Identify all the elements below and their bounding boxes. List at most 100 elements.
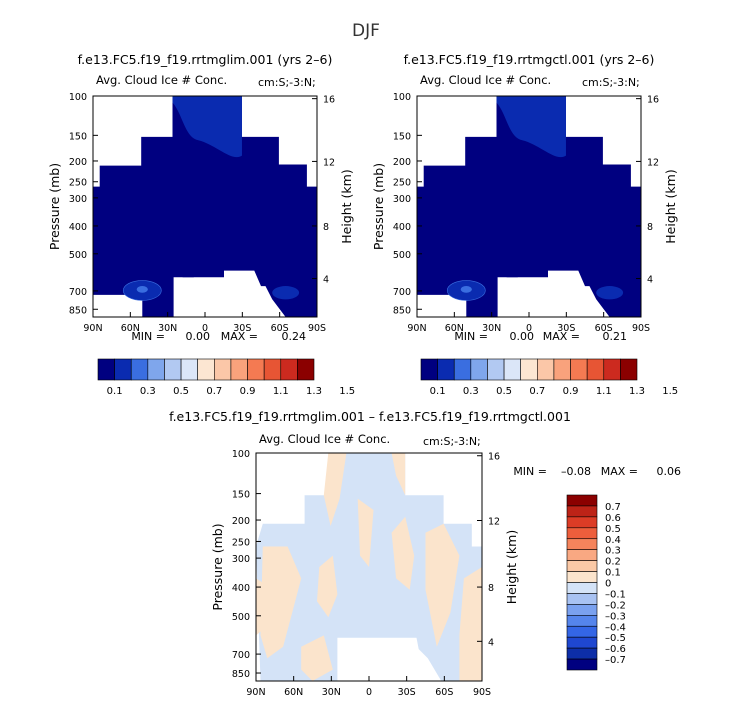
colorbar-label: –0.7 <box>605 655 626 666</box>
colorbar-swatch <box>570 358 588 381</box>
colorbar-label: 1.5 <box>339 386 355 397</box>
chart-panel: f.e13.FC5.f19_f19.rrtmglim.001 – f.e13.F… <box>169 409 681 698</box>
y2-tick-label: 4 <box>488 637 494 648</box>
colorbar-label: –0.3 <box>605 611 626 622</box>
colorbar-label: –0.1 <box>605 589 626 600</box>
colorbar-label: 0.1 <box>430 386 446 397</box>
x-tick-label: 0 <box>526 323 532 334</box>
difference-field-positive <box>301 635 333 681</box>
colorbar-swatch <box>566 505 598 518</box>
colorbar-swatch <box>263 358 282 381</box>
y2-tick-label: 8 <box>488 583 494 594</box>
difference-field-positive <box>357 498 374 567</box>
colorbar-label: 0.3 <box>463 386 479 397</box>
ice-high-region <box>136 286 148 293</box>
ice-high-region <box>460 286 472 293</box>
y2-tick-label: 4 <box>323 275 329 286</box>
y-tick-label: 500 <box>393 250 411 261</box>
colorbar-swatch <box>566 582 598 594</box>
colorbar-swatch <box>620 358 638 381</box>
ice-concentration-field <box>506 266 518 278</box>
max-label: MAX = <box>543 330 580 343</box>
x-tick-label: 90S <box>473 687 491 698</box>
x-tick-label: 30N <box>322 687 341 698</box>
difference-field-positive <box>391 453 406 496</box>
ice-high-region <box>596 286 624 300</box>
colorbar-label: –0.2 <box>605 600 626 611</box>
y2-axis-label: Height (km) <box>504 530 519 604</box>
x-tick-label: 60S <box>435 687 453 698</box>
colorbar: 0.1 0.3 0.5 0.7 0.9 1.1 1.3 1.5 <box>420 358 678 397</box>
y-tick-label: 100 <box>232 449 250 460</box>
chart-panel: f.e13.FC5.f19_f19.rrtmglim.001 (yrs 2–6)… <box>47 52 355 397</box>
chart-panel: f.e13.FC5.f19_f19.rrtmgctl.001 (yrs 2–6)… <box>371 52 678 397</box>
y-axis-label: Pressure (mb) <box>47 163 62 250</box>
y-tick-label: 300 <box>232 554 250 565</box>
max-label: MAX = <box>601 465 638 478</box>
colorbar-label: 1.3 <box>306 386 322 397</box>
colorbar-swatch <box>503 358 521 381</box>
chart-title: f.e13.FC5.f19_f19.rrtmglim.001 – f.e13.F… <box>169 409 571 424</box>
colorbar-swatch <box>114 358 132 381</box>
colorbar-swatch <box>230 358 248 381</box>
page-title: DJF <box>352 21 380 41</box>
min-label: MIN = <box>454 330 488 343</box>
colorbar-label: 0.2 <box>605 557 621 568</box>
colorbar-swatch <box>566 494 598 507</box>
y-tick-label: 150 <box>232 490 250 501</box>
colorbar-swatch <box>566 658 598 671</box>
y2-tick-label: 16 <box>323 95 335 106</box>
colorbar-swatch <box>147 358 165 381</box>
chart-subtitle: Avg. Cloud Ice # Conc. <box>420 73 551 87</box>
y-tick-label: 850 <box>232 669 250 680</box>
y-tick-label: 700 <box>69 287 87 298</box>
y-tick-label: 250 <box>232 537 250 548</box>
y2-axis-label: Height (km) <box>663 169 678 243</box>
colorbar-swatch <box>487 358 505 381</box>
x-tick-label: 30S <box>398 687 416 698</box>
chart-subtitle: Avg. Cloud Ice # Conc. <box>259 432 390 446</box>
y2-tick-label: 12 <box>488 516 500 527</box>
colorbar-label: 0.9 <box>240 386 256 397</box>
difference-field-positive <box>323 453 347 526</box>
colorbar-swatch <box>453 358 472 381</box>
colorbar-swatch <box>214 358 232 381</box>
x-tick-label: 30N <box>158 323 177 334</box>
x-tick-label: 60N <box>284 687 303 698</box>
y-axis-label: Pressure (mb) <box>371 163 386 250</box>
y-tick-label: 200 <box>69 157 87 168</box>
colorbar-swatch <box>566 516 598 529</box>
y2-tick-label: 12 <box>647 157 659 168</box>
x-tick-label: 60S <box>271 323 289 334</box>
colorbar-label: 0.1 <box>605 568 621 579</box>
difference-field-positive <box>260 546 302 659</box>
x-tick-label: 60N <box>121 323 140 334</box>
y-tick-label: 200 <box>393 157 411 168</box>
colorbar-swatch <box>197 358 215 381</box>
colorbar-swatch <box>566 538 598 550</box>
colorbar-swatch <box>566 625 598 638</box>
chart-title: f.e13.FC5.f19_f19.rrtmglim.001 (yrs 2–6) <box>78 52 333 67</box>
colorbar-swatch <box>566 615 598 627</box>
colorbar-label: 0.9 <box>563 386 579 397</box>
y2-tick-label: 8 <box>647 222 653 233</box>
y-tick-label: 500 <box>69 250 87 261</box>
colorbar-label: 1.1 <box>596 386 612 397</box>
colorbar-label: 0 <box>605 579 611 590</box>
units-label: cm:S;-3:N; <box>582 76 640 89</box>
colorbar-swatch <box>553 358 571 381</box>
x-tick-label: 30N <box>482 323 501 334</box>
y-tick-label: 300 <box>69 194 87 205</box>
y-tick-label: 150 <box>69 131 87 142</box>
y-tick-label: 100 <box>393 92 411 103</box>
x-tick-label: 30S <box>557 323 575 334</box>
chart-title: f.e13.FC5.f19_f19.rrtmgctl.001 (yrs 2–6) <box>404 52 655 67</box>
max-value: 0.24 <box>282 330 307 343</box>
colorbar-swatch <box>180 358 198 381</box>
y-tick-label: 400 <box>393 222 411 233</box>
colorbar-swatch <box>280 358 298 381</box>
y-tick-label: 300 <box>393 194 411 205</box>
difference-field-positive <box>459 567 482 681</box>
min-value: 0.00 <box>186 330 211 343</box>
difference-field-positive <box>317 555 338 618</box>
